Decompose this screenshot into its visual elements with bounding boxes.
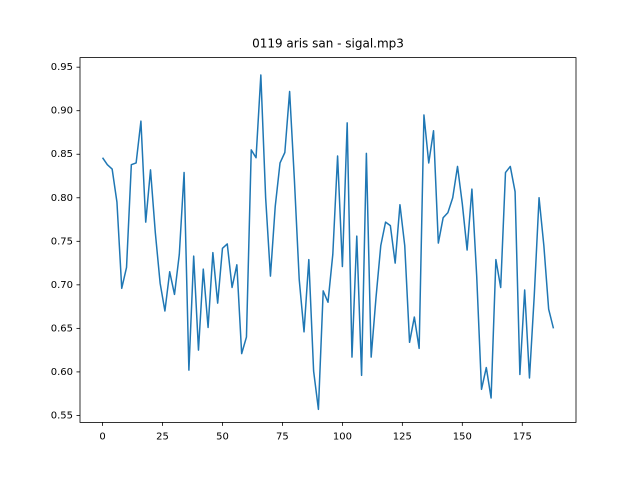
x-tick-label: 125 [393,431,412,442]
y-tick-label: 0.90 [51,106,73,117]
x-tick-label: 175 [513,431,532,442]
y-tick-label: 0.75 [51,236,73,247]
x-tick-label: 150 [453,431,472,442]
y-tick-label: 0.55 [51,410,73,421]
x-tick-label: 0 [99,431,105,442]
y-tick-label: 0.95 [51,62,73,73]
y-tick-label: 0.65 [51,323,73,334]
chart-title: 0119 aris san - sigal.mp3 [252,37,404,51]
x-tick-label: 75 [276,431,289,442]
x-tick-label: 50 [216,431,229,442]
y-tick-label: 0.80 [51,193,73,204]
x-tick-label: 25 [156,431,169,442]
x-tick-label: 100 [333,431,352,442]
plot-frame [79,57,577,423]
y-tick-label: 0.85 [51,149,73,160]
y-tick-label: 0.70 [51,280,73,291]
data-line [101,74,555,411]
y-tick-label: 0.60 [51,367,73,378]
